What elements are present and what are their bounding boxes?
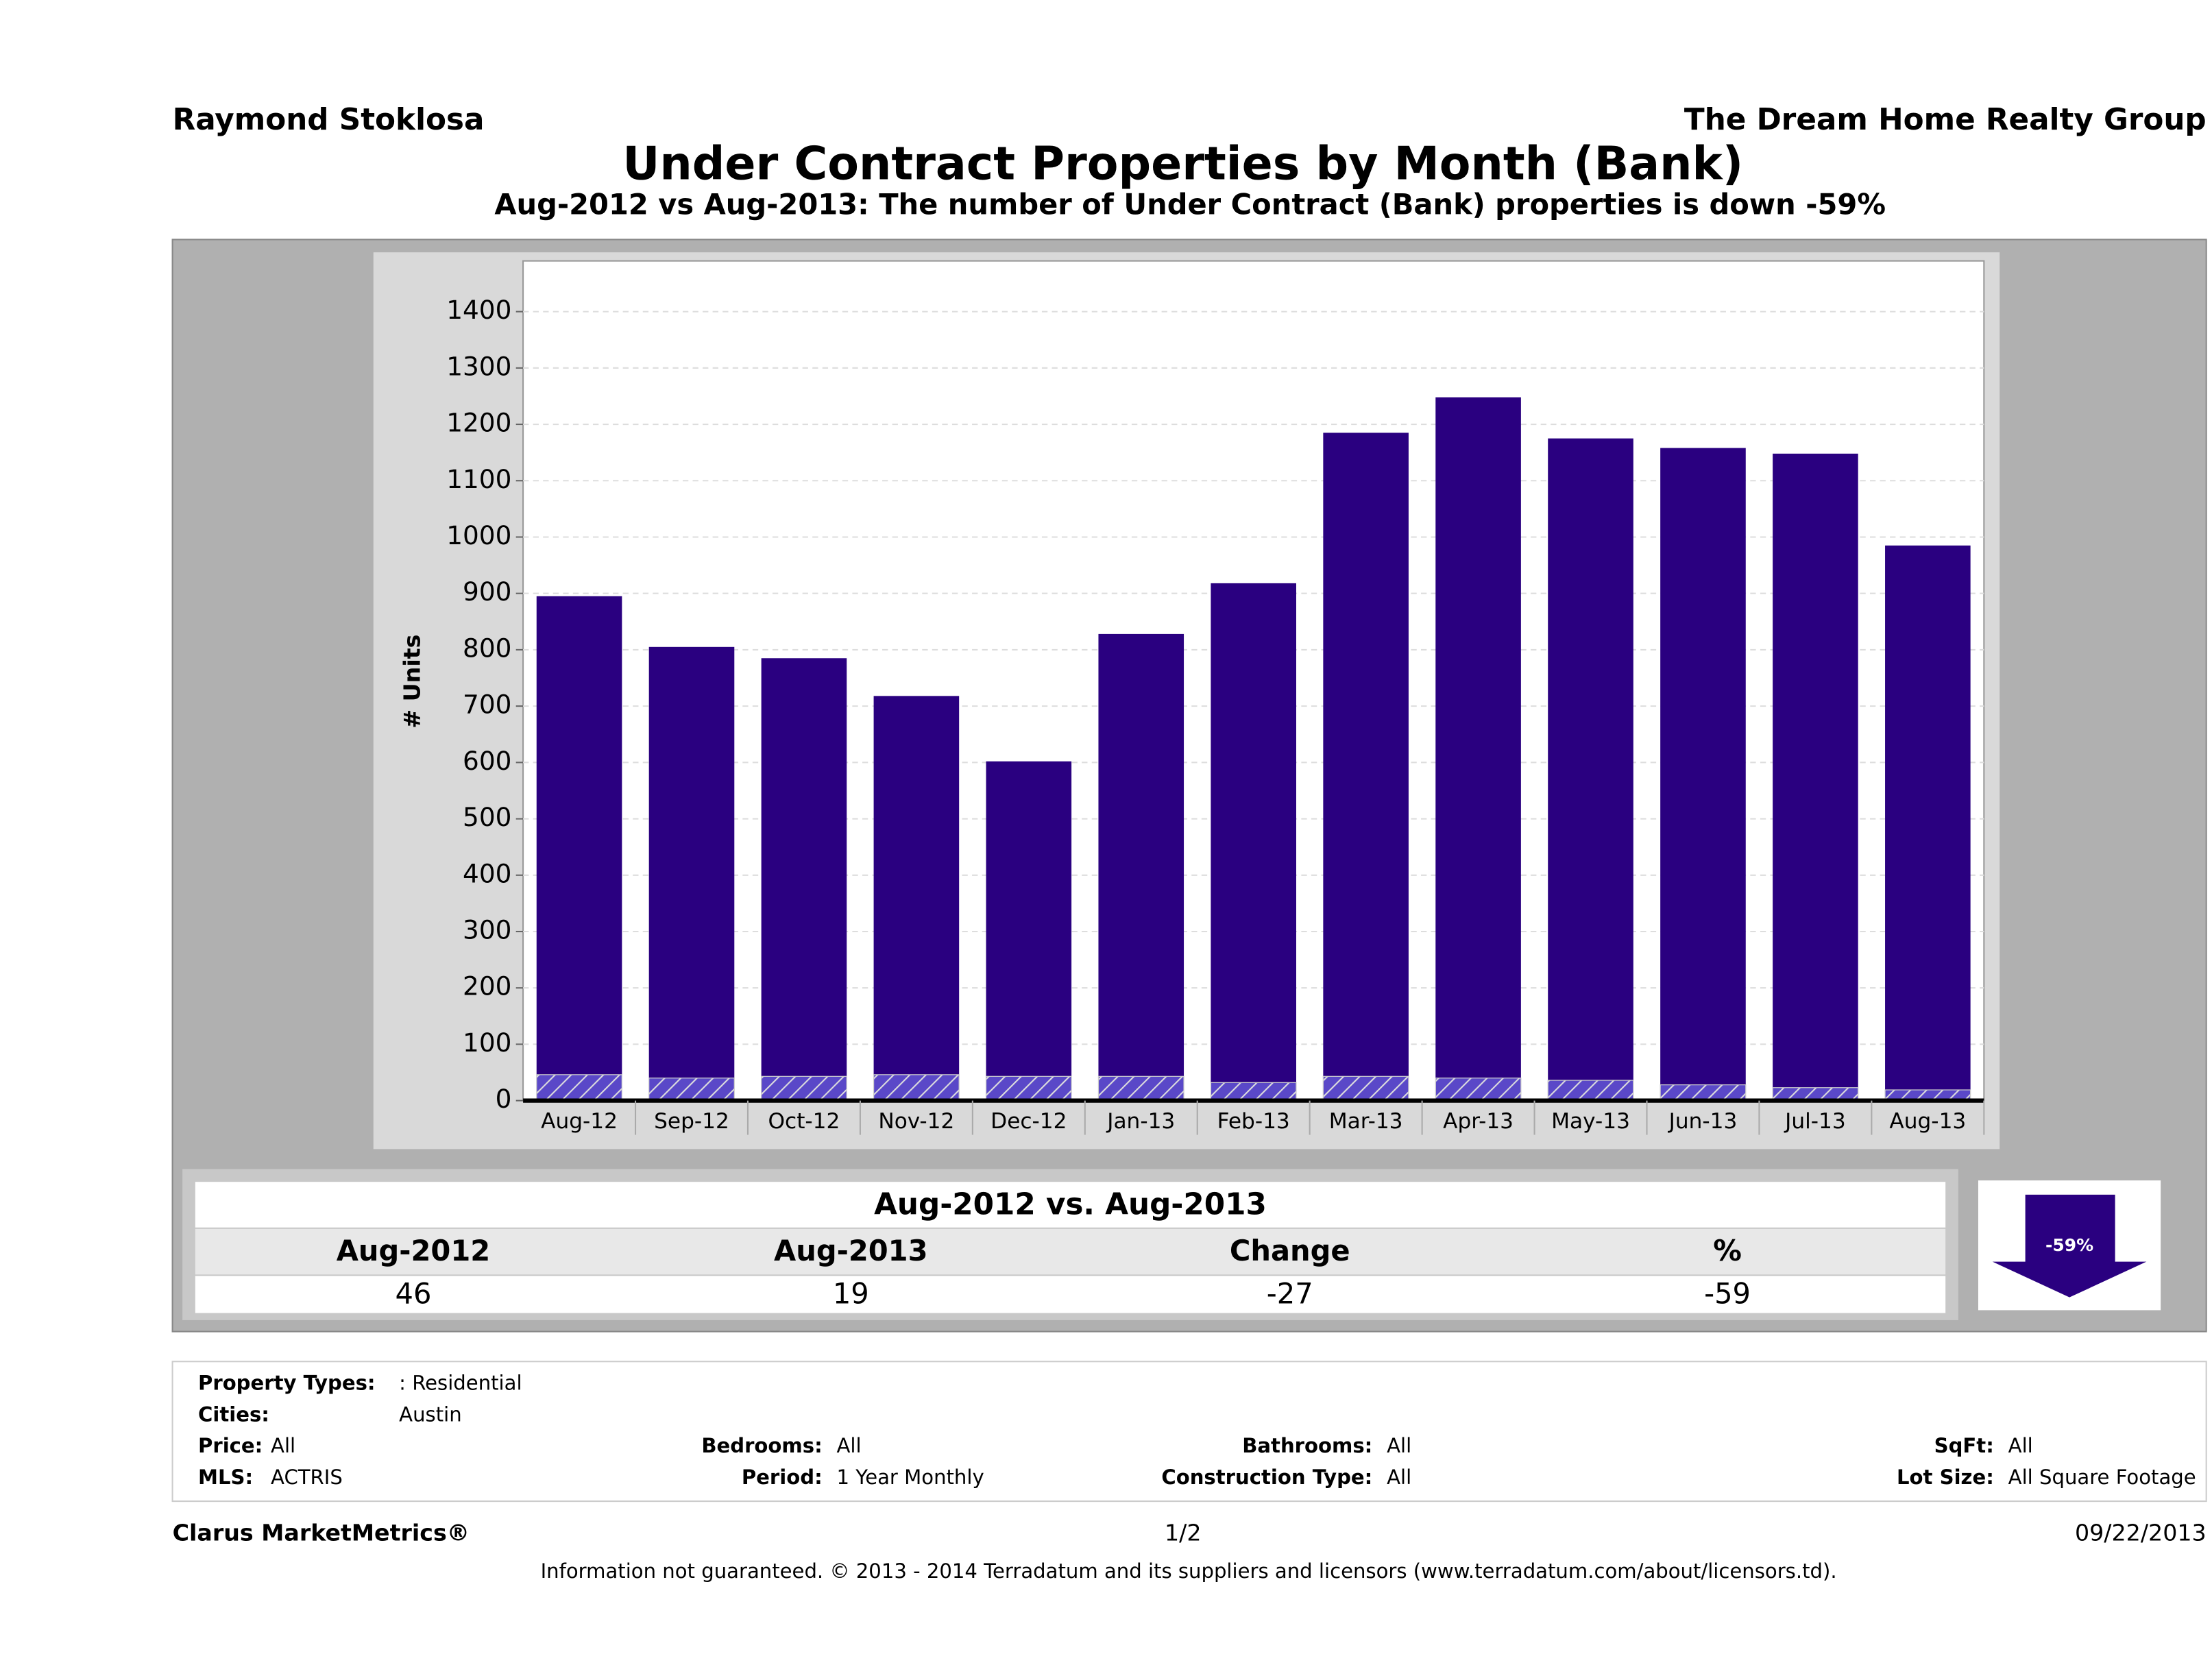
- y-tick-label: 900: [463, 576, 511, 607]
- x-tick-label: Oct-12: [768, 1109, 840, 1134]
- table-value: -27: [1267, 1277, 1313, 1311]
- filter-label: Bedrooms:: [701, 1434, 822, 1457]
- bar: [648, 1078, 735, 1102]
- bar: [1660, 448, 1746, 1101]
- table-header: Aug-2012: [337, 1234, 490, 1267]
- x-tick-label: Jan-13: [1106, 1109, 1175, 1134]
- filter-label: SqFt:: [1934, 1434, 1994, 1457]
- y-tick-label: 800: [463, 633, 511, 663]
- y-tick-label: 1300: [446, 351, 511, 381]
- y-tick-label: 400: [463, 858, 511, 888]
- y-tick-label: 1100: [446, 464, 511, 494]
- filter-value: All: [1387, 1434, 1411, 1457]
- table-header-row: [195, 1228, 1946, 1275]
- y-tick-label: 500: [463, 802, 511, 832]
- table-value: 46: [396, 1277, 432, 1311]
- x-tick-label: Feb-13: [1217, 1109, 1290, 1134]
- bar: [985, 1075, 1072, 1102]
- x-tick-label: Jul-13: [1784, 1109, 1846, 1134]
- disclaimer: Information not guaranteed. © 2013 - 201…: [541, 1559, 1837, 1583]
- footer-date: 09/22/2013: [2075, 1519, 2207, 1546]
- bar: [761, 1075, 847, 1102]
- bar: [761, 658, 847, 1101]
- y-tick-label: 200: [463, 971, 511, 1001]
- bar: [873, 696, 960, 1101]
- bar: [1098, 633, 1184, 1101]
- x-tick-label: Apr-13: [1443, 1109, 1514, 1134]
- bar: [1885, 545, 1971, 1101]
- bar: [1773, 453, 1858, 1101]
- agent: Raymond Stoklosa: [173, 102, 485, 137]
- filter-label: Construction Type:: [1161, 1466, 1372, 1489]
- table-value: -59: [1704, 1277, 1751, 1311]
- x-tick-label: Dec-12: [990, 1109, 1067, 1134]
- y-tick-label: 300: [463, 914, 511, 945]
- bar: [873, 1074, 960, 1102]
- bar: [1210, 1082, 1297, 1102]
- x-tick-label: Mar-13: [1329, 1109, 1403, 1134]
- bar: [536, 1074, 622, 1102]
- table-value-row: [195, 1276, 1946, 1313]
- bar: [536, 596, 622, 1101]
- x-tick-label: Jun-13: [1668, 1109, 1738, 1134]
- chart-subtitle: Aug-2012 vs Aug-2013: The number of Unde…: [494, 188, 1886, 221]
- filter-value: 1 Year Monthly: [837, 1466, 984, 1489]
- table-title-row: [195, 1182, 1946, 1228]
- footer-page: 1/2: [1165, 1519, 1202, 1546]
- bar: [986, 761, 1072, 1101]
- filter-value: : Residential: [399, 1372, 522, 1395]
- filter-value: Austin: [399, 1402, 461, 1426]
- bar: [1547, 1080, 1634, 1102]
- filter-value: ACTRIS: [271, 1466, 343, 1489]
- x-tick-label: Sep-12: [654, 1109, 729, 1134]
- table-header: %: [1713, 1234, 1742, 1267]
- x-tick-label: Nov-12: [878, 1109, 954, 1134]
- badge-label: -59%: [2045, 1235, 2093, 1255]
- bar: [1548, 438, 1633, 1101]
- table-header: Aug-2013: [774, 1234, 927, 1267]
- filter-label: Property Types:: [198, 1372, 376, 1395]
- footer-brand: Clarus MarketMetrics®: [173, 1519, 470, 1546]
- filter-value: All: [1387, 1466, 1411, 1489]
- y-tick-label: 1400: [446, 295, 511, 325]
- y-tick-label: 1200: [446, 408, 511, 438]
- filter-label: Price:: [198, 1434, 263, 1457]
- bar: [1211, 583, 1297, 1101]
- table-title: Aug-2012 vs. Aug-2013: [874, 1187, 1267, 1222]
- y-tick-label: 1000: [446, 520, 511, 550]
- table-header: Change: [1230, 1234, 1350, 1267]
- filter-label: Bathrooms:: [1242, 1434, 1372, 1457]
- bar: [1435, 397, 1521, 1101]
- x-tick-label: May-13: [1551, 1109, 1630, 1134]
- down-arrow: [1992, 1194, 2147, 1298]
- company: The Dream Home Realty Group: [1684, 102, 2207, 137]
- bar: [1322, 1075, 1409, 1102]
- filter-label: MLS:: [198, 1466, 253, 1489]
- filter-value: All: [837, 1434, 862, 1457]
- bar: [1097, 1075, 1184, 1102]
- x-tick-label: Aug-12: [541, 1109, 618, 1134]
- filter-value: All: [2008, 1434, 2033, 1457]
- bar: [1660, 1084, 1747, 1102]
- filter-label: Lot Size:: [1897, 1466, 1994, 1489]
- y-tick-label: 0: [496, 1084, 512, 1114]
- y-axis-label: # Units: [398, 635, 425, 729]
- bar: [1435, 1078, 1522, 1102]
- filter-value: All Square Footage: [2008, 1466, 2196, 1489]
- table-value: 19: [833, 1277, 869, 1311]
- filters-box: [171, 1361, 2207, 1503]
- x-tick-label: Aug-13: [1889, 1109, 1966, 1134]
- y-tick-label: 600: [463, 746, 511, 776]
- filter-value: All: [271, 1434, 295, 1457]
- filter-label: Period:: [742, 1466, 823, 1489]
- chart-title: Under Contract Properties by Month (Bank…: [622, 136, 1743, 190]
- bar: [648, 646, 735, 1101]
- filter-label: Cities:: [198, 1402, 269, 1426]
- bar: [1323, 433, 1409, 1101]
- y-tick-label: 100: [463, 1028, 511, 1058]
- y-tick-label: 700: [463, 690, 511, 720]
